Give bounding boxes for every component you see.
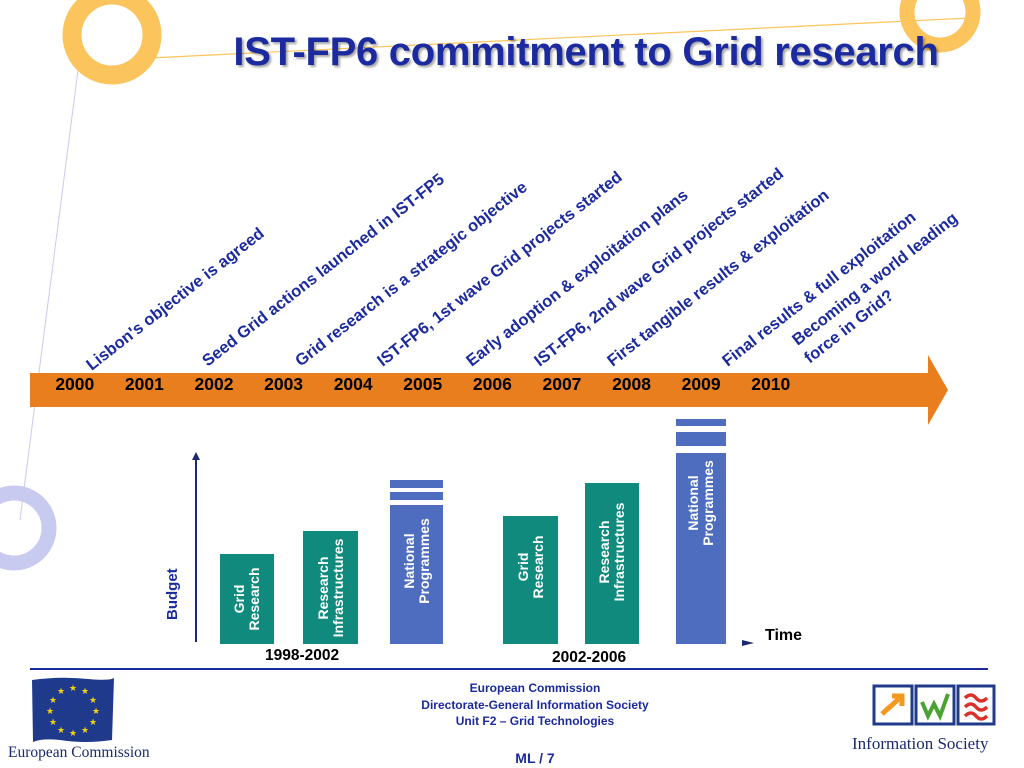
footer-divider [30, 668, 988, 670]
bar-research-infrastructures-1998-2002: Research Infrastructures [303, 531, 358, 644]
year-label: 2008 [612, 374, 652, 394]
slide-title: IST-FP6 commitment to Grid research [233, 30, 939, 74]
eu-flag-logo: ★ ★★ ★★★ ★★★ ★★★ [32, 677, 114, 742]
time-axis-arrow [742, 640, 754, 646]
bar-national-programmes-2002-2006: National Programmes [676, 453, 726, 644]
bar-grid-research-2002-2006: Grid Research [503, 516, 558, 644]
svg-text:★: ★ [89, 696, 97, 706]
information-society-logo [872, 684, 996, 726]
timeline-years: 2000 2001 2002 2003 2004 2005 2006 2007 … [40, 374, 806, 400]
svg-text:★: ★ [81, 726, 89, 736]
budget-axis-arrow [192, 452, 200, 642]
period-label: 1998-2002 [265, 647, 340, 664]
bar-research-infrastructures-2002-2006: Research Infrastructures [585, 483, 639, 644]
svg-text:★: ★ [46, 707, 54, 717]
bar-break-stripe [390, 480, 443, 488]
bar-grid-research-1998-2002: Grid Research [220, 554, 274, 644]
decorative-line-left [19, 69, 79, 521]
page-number: ML / 7 [515, 750, 555, 766]
year-label: 2007 [542, 374, 582, 394]
year-label: 2000 [55, 374, 95, 394]
svg-text:★: ★ [92, 707, 100, 717]
bar-label: Grid Research [514, 535, 546, 599]
bar-break-stripe [390, 492, 443, 500]
bar-label: Grid Research [231, 567, 262, 631]
svg-text:★: ★ [89, 718, 97, 728]
svg-text:★: ★ [49, 718, 57, 728]
orange-ring-left [62, 0, 162, 85]
period-label: 2002-2006 [552, 649, 627, 666]
bar-label: National Programmes [685, 459, 716, 546]
svg-text:★: ★ [81, 687, 89, 697]
svg-text:★: ★ [57, 726, 65, 736]
bar-break-stripe [676, 419, 726, 426]
bar-break-stripe [676, 432, 726, 446]
year-label: 2001 [124, 374, 164, 394]
budget-axis-label: Budget [164, 568, 181, 620]
information-society-logo-text: Information Society [852, 734, 989, 753]
time-axis-label: Time [765, 627, 803, 644]
bar-label: Research Infrastructures [596, 502, 627, 602]
svg-text:★: ★ [69, 684, 77, 694]
year-label: 2003 [264, 374, 304, 394]
european-commission-logo-text: European Commission [8, 744, 150, 761]
footer-credits: European Commission Directorate-General … [330, 680, 740, 730]
year-label: 2006 [472, 374, 512, 394]
bar-label: National Programmes [400, 517, 432, 604]
bar-label: Research Infrastructures [314, 538, 346, 637]
svg-text:★: ★ [49, 696, 57, 706]
year-label: 2009 [681, 374, 721, 394]
year-label: 2010 [751, 374, 791, 394]
lavender-ring [0, 485, 57, 571]
footer-line: European Commission [469, 681, 601, 695]
bar-national-programmes-1998-2002: National Programmes [390, 505, 443, 644]
year-label: 2004 [333, 374, 373, 394]
orange-ring-right [899, 0, 981, 53]
footer-line: Directorate-General Information Society [421, 697, 649, 712]
footer-line: Unit F2 – Grid Technologies [455, 714, 615, 728]
timeline-arrow [30, 355, 948, 425]
svg-text:★: ★ [69, 729, 77, 739]
svg-text:★: ★ [57, 687, 65, 697]
decorative-line-top [149, 17, 971, 59]
year-label: 2002 [194, 374, 234, 394]
year-label: 2005 [403, 374, 443, 394]
